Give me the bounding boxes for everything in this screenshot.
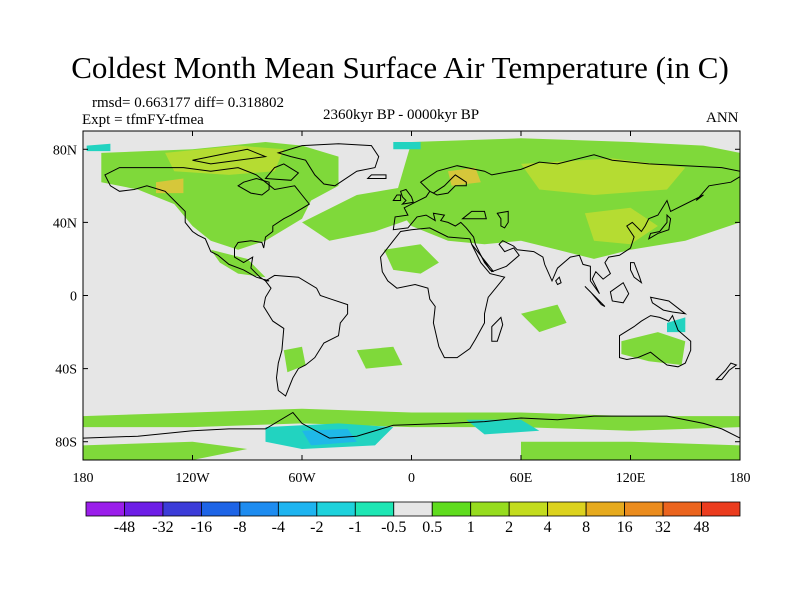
colorbar-swatch: [508, 501, 549, 517]
y-tick-label: 0: [70, 290, 77, 305]
coastline-scandinavia-inner: [429, 174, 467, 196]
coastline-hudson-bay: [237, 177, 270, 196]
coastline-eurasia: [392, 154, 740, 294]
colorbar-swatch: [431, 501, 472, 517]
anomaly-south-atlantic: [356, 346, 403, 369]
colorbar-swatch: [124, 501, 164, 517]
anomaly-central-america: [210, 249, 266, 278]
coastline-greenland: [276, 143, 380, 187]
colorbar-swatch: [470, 501, 510, 517]
time-period-label: 2360kyr BP - 0000kyr BP: [323, 107, 480, 123]
coastline-australia: [619, 314, 692, 368]
anomaly-indian-cold: [466, 419, 540, 435]
x-tick-label: 60W: [288, 471, 316, 486]
colorbar-swatch: [701, 501, 741, 517]
x-tick-label: 120W: [175, 471, 210, 486]
experiment-label: Expt = tfmFY-tfmea: [82, 112, 204, 128]
x-tick-label: 0: [408, 471, 415, 486]
coastline-africa: [379, 227, 506, 359]
colorbar-label: 8: [582, 519, 591, 536]
anomaly-south-america: [283, 346, 306, 373]
colorbar-label: -16: [190, 519, 213, 536]
coastline-philippines: [630, 262, 643, 285]
colorbar-label: 16: [616, 519, 633, 536]
colorbar-swatch: [662, 501, 702, 517]
coastline-baffin-island: [264, 163, 300, 181]
coastline-sumatra: [584, 286, 606, 307]
colorbar-swatch: [393, 501, 433, 517]
anomaly-southern-ocean-band: [83, 408, 740, 431]
x-tick-label: 60E: [510, 471, 533, 486]
colorbar-swatch: [354, 501, 395, 517]
coastline-north-america: [104, 167, 311, 282]
anomaly-arctic-canada: [165, 145, 284, 175]
coastline-caspian-sea: [496, 210, 509, 229]
coastline-new-zealand: [715, 362, 738, 381]
colorbar-swatch: [624, 501, 664, 517]
anomaly-greenland-sea-cold: [393, 142, 421, 150]
colorbar-label: -32: [152, 519, 174, 536]
colorbar-swatch: [239, 501, 279, 517]
y-tick-label: 80S: [55, 436, 77, 451]
colorbar-swatch: [162, 501, 202, 517]
anomaly-hot-spot-europe: [448, 167, 481, 186]
x-tick-label: 120E: [616, 471, 646, 486]
colorbar-label: 2: [505, 519, 514, 536]
x-tick-label: 180: [73, 471, 94, 486]
coastline-arctic-islands: [192, 148, 268, 165]
coastline-arabia-red-sea: [471, 243, 494, 273]
colorbar-swatch: [547, 501, 587, 517]
x-tick-label: 180: [730, 471, 751, 486]
y-tick-label: 40S: [55, 363, 77, 378]
y-tick-label: 40N: [53, 216, 77, 231]
colorbar-swatch: [277, 501, 318, 517]
y-tick-label: 80N: [53, 143, 77, 158]
colorbar-label: -1: [348, 519, 362, 536]
coastline-britain: [399, 188, 414, 205]
coastline-borneo: [609, 281, 630, 304]
coastline-south-america: [263, 274, 349, 397]
colorbar-label: 32: [655, 519, 672, 536]
anomaly-north-pacific-cold: [86, 143, 111, 152]
colorbar-label: -4: [271, 519, 286, 536]
coastline-antarctica: [83, 411, 740, 460]
anomaly-australia: [621, 332, 686, 365]
coastline-black-sea: [461, 210, 487, 220]
coastline-new-guinea: [649, 296, 688, 315]
colorbar-swatch: [316, 501, 356, 517]
anomaly-antarctica-west: [83, 441, 248, 460]
coastline-japan: [647, 213, 672, 240]
anomaly-china: [584, 207, 658, 245]
colorbar-swatch: [201, 501, 241, 517]
coastline-ireland: [392, 194, 402, 201]
anomaly-weddell-core: [302, 428, 357, 446]
anomaly-north-america: [101, 142, 339, 250]
anomaly-west-africa: [384, 244, 439, 274]
coastline-madagascar: [491, 316, 504, 342]
stats-text: rmsd= 0.663177 diff= 0.318802: [92, 95, 285, 111]
season-label: ANN: [706, 110, 739, 126]
colorbar-label: 0.5: [422, 519, 443, 536]
anomaly-siberia: [521, 158, 686, 195]
colorbar-swatch: [585, 501, 625, 517]
colorbar-label: 1: [466, 519, 475, 536]
chart-title: Coldest Month Mean Surface Air Temperatu…: [71, 50, 729, 85]
coastline-sri-lanka: [555, 276, 562, 286]
colorbar-label: -48: [113, 519, 136, 536]
coastline-iceland: [366, 174, 387, 179]
anomaly-antarctica-east: [521, 441, 740, 460]
anomaly-hot-spot-canada: [156, 178, 184, 194]
anomaly-indian-ocean: [521, 304, 567, 333]
colorbar-label: 4: [543, 519, 552, 536]
colorbar-label: 48: [693, 519, 710, 536]
colorbar-label: -0.5: [381, 519, 407, 536]
colorbar-swatch: [85, 501, 125, 517]
colorbar-label: -8: [233, 519, 247, 536]
colorbar-label: -2: [310, 519, 324, 536]
